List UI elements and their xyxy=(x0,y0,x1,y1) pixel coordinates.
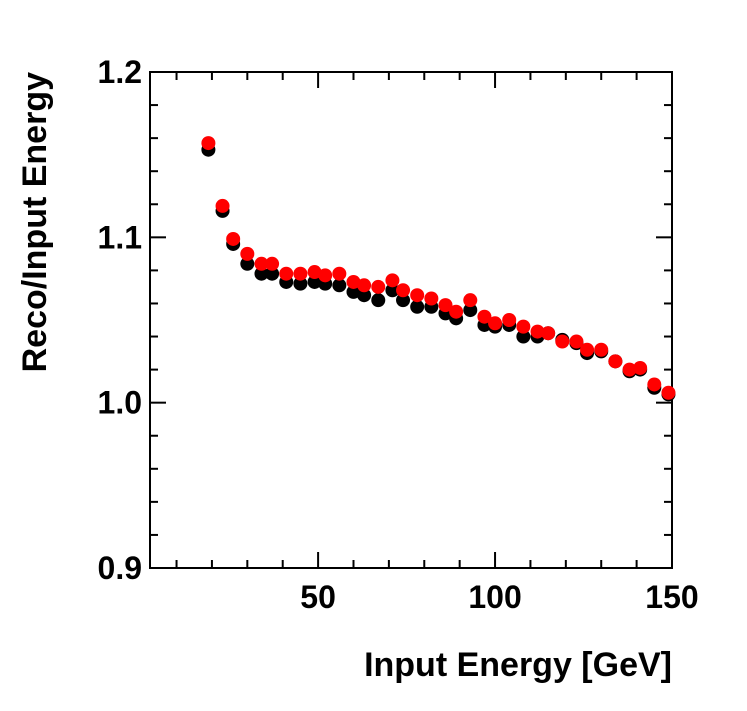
data-point xyxy=(424,291,439,306)
data-point xyxy=(569,334,584,349)
data-point xyxy=(240,246,255,261)
data-point xyxy=(385,273,400,288)
data-point xyxy=(580,342,595,357)
data-point xyxy=(396,293,411,308)
data-point xyxy=(254,266,269,281)
data-point xyxy=(307,274,322,289)
data-point xyxy=(541,326,556,341)
data-point xyxy=(661,385,676,400)
plot-frame xyxy=(149,71,673,569)
data-point xyxy=(346,274,361,289)
data-point xyxy=(226,231,241,246)
data-point xyxy=(555,334,570,349)
data-point xyxy=(594,342,609,357)
x-tick-label: 50 xyxy=(300,579,336,615)
y-tick-label: 1.1 xyxy=(98,219,142,255)
y-tick-label: 0.9 xyxy=(98,550,142,586)
data-point xyxy=(332,278,347,293)
data-point xyxy=(265,266,280,281)
y-tick-label: 1.0 xyxy=(98,385,142,421)
data-point xyxy=(449,304,464,319)
data-point xyxy=(516,319,531,334)
data-point xyxy=(215,198,230,213)
data-point xyxy=(293,276,308,291)
data-point xyxy=(530,324,545,339)
data-point xyxy=(488,316,503,331)
data-point xyxy=(357,278,372,293)
data-point xyxy=(463,293,478,308)
data-point xyxy=(346,284,361,299)
data-point xyxy=(371,279,386,294)
data-point xyxy=(279,266,294,281)
data-point xyxy=(410,288,425,303)
data-point xyxy=(647,377,662,392)
data-point xyxy=(293,266,308,281)
data-point xyxy=(201,136,216,151)
data-point xyxy=(385,283,400,298)
data-point xyxy=(622,362,637,377)
y-axis-label: Reco/Input Energy xyxy=(16,72,54,372)
data-point xyxy=(633,360,648,375)
data-point xyxy=(357,288,372,303)
data-point xyxy=(307,265,322,280)
data-point xyxy=(608,354,623,369)
data-point xyxy=(265,256,280,271)
data-point xyxy=(502,313,517,327)
data-point xyxy=(254,256,269,271)
x-axis-label: Input Energy [GeV] xyxy=(364,646,672,684)
data-point xyxy=(371,293,386,308)
x-tick-label: 150 xyxy=(645,579,698,615)
data-point xyxy=(396,283,411,298)
data-point xyxy=(438,298,453,313)
data-point xyxy=(463,303,478,318)
y-tick-label: 1.2 xyxy=(98,54,142,90)
data-point xyxy=(318,268,333,283)
data-point xyxy=(332,266,347,281)
data-point xyxy=(240,256,255,271)
data-point xyxy=(410,299,425,314)
x-tick-label: 100 xyxy=(468,579,521,615)
data-point xyxy=(477,309,492,324)
data-point xyxy=(516,329,531,344)
